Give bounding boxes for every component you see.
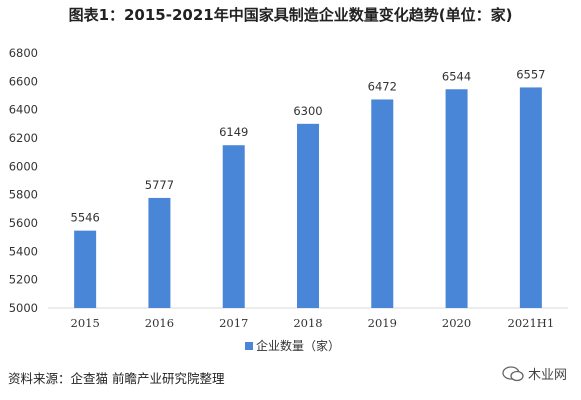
bars [74, 87, 542, 309]
y-tick-label: 6800 [9, 46, 38, 60]
y-tick-label: 5800 [9, 188, 38, 202]
y-tick-label: 6400 [9, 103, 38, 117]
x-tick-label: 2016 [145, 316, 174, 330]
x-tick-label: 2018 [293, 316, 322, 330]
bar [222, 145, 245, 308]
x-tick-label: 2019 [368, 316, 397, 330]
y-tick-label: 5200 [9, 273, 38, 287]
bar [148, 197, 171, 308]
y-tick-label: 5600 [9, 216, 38, 230]
legend: 企业数量（家） [245, 338, 340, 353]
watermark: 木业网 [502, 364, 567, 383]
chat-bubble-icon [502, 365, 524, 381]
watermark-text: 木业网 [527, 368, 567, 383]
x-tick-label: 2020 [442, 316, 471, 330]
y-tick-label: 6000 [9, 159, 38, 173]
bar-value-label: 6557 [516, 67, 545, 81]
bar-value-label: 6149 [219, 125, 248, 139]
source-note: 资料来源：企查猫 前瞻产业研究院整理 [8, 371, 225, 386]
y-axis-ticks: 5000 5200 5400 5600 5800 6000 6200 6400 6600 6800 [9, 46, 38, 315]
y-tick-label: 6200 [9, 131, 38, 145]
bar [74, 230, 97, 308]
y-tick-label: 6600 [9, 74, 38, 88]
bar [519, 87, 542, 308]
y-tick-label: 5400 [9, 244, 38, 258]
x-tick-label: 2015 [71, 316, 100, 330]
bar-value-label: 6544 [442, 69, 471, 83]
bar-value-label: 5546 [71, 211, 100, 225]
x-tick-label: 2021H1 [508, 316, 555, 330]
bar-value-label: 5777 [145, 178, 174, 192]
bar [297, 123, 319, 308]
bar-value-label: 6300 [293, 104, 322, 118]
bar-value-label: 6472 [368, 79, 397, 93]
x-tick-label: 2017 [219, 316, 248, 330]
x-axis-ticks: 2015 2016 2017 2018 2019 2020 2021H1 [71, 316, 555, 330]
legend-swatch [245, 342, 253, 350]
bar [445, 89, 468, 309]
y-tick-label: 5000 [9, 301, 38, 315]
value-labels: 5546 5777 6149 6300 6472 6544 6557 [71, 67, 546, 224]
bar [371, 99, 394, 308]
legend-label: 企业数量（家） [256, 338, 340, 353]
chart-title: 图表1：2015-2021年中国家具制造企业数量变化趋势(单位：家) [68, 6, 513, 24]
